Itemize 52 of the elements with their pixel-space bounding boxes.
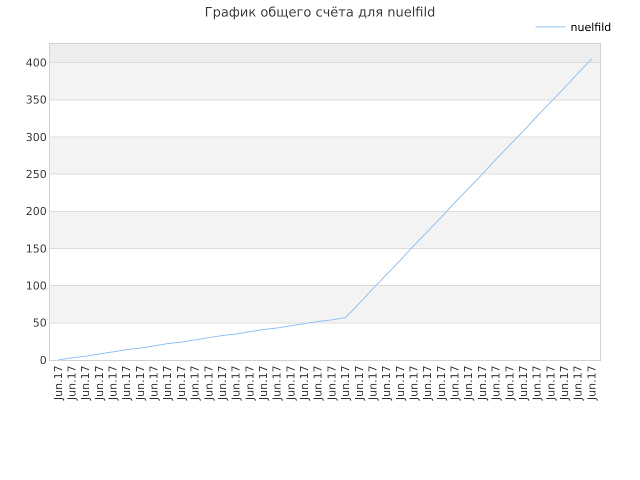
x-tick-label: Jun.17 — [161, 365, 174, 402]
x-tick-label: Jun.17 — [352, 365, 366, 402]
x-tick-label: Jun.17 — [65, 365, 78, 402]
y-tick-label: 350 — [26, 94, 47, 107]
x-tick-label: Jun.17 — [503, 365, 516, 402]
x-tick-label: Jun.17 — [106, 365, 120, 402]
x-tick-label: Jun.17 — [585, 365, 598, 402]
x-tick-label: Jun.17 — [202, 365, 216, 402]
x-tick-label: Jun.17 — [188, 365, 202, 402]
x-tick-label: Jun.17 — [257, 365, 270, 402]
y-tick-label: 150 — [26, 242, 47, 256]
x-tick-label: Jun.17 — [530, 365, 544, 402]
x-tick-label: Jun.17 — [120, 365, 134, 402]
x-tick-label: Jun.17 — [270, 365, 284, 402]
y-tick-label: 50 — [32, 316, 47, 330]
x-tick-label: Jun.17 — [366, 365, 380, 402]
x-tick-label: Jun.17 — [572, 365, 585, 402]
x-tick-label: Jun.17 — [52, 365, 65, 402]
y-tick-label: 250 — [26, 168, 47, 181]
x-tick-label: Jun.17 — [544, 365, 558, 402]
x-tick-label: Jun.17 — [312, 365, 325, 402]
y-tick-label: 200 — [26, 205, 47, 218]
x-tick-label: Jun.17 — [325, 365, 338, 402]
x-tick-label: Jun.17 — [79, 365, 92, 402]
x-tick-label: Jun.17 — [298, 365, 312, 402]
x-tick-label: Jun.17 — [558, 365, 572, 402]
x-tick-label: Jun.17 — [380, 365, 394, 402]
legend-label: nuelfild — [570, 21, 612, 34]
x-tick-label: Jun.17 — [134, 365, 147, 402]
x-tick-label: Jun.17 — [408, 365, 421, 402]
y-tick-label: 300 — [26, 130, 47, 144]
x-tick-label: Jun.17 — [394, 365, 407, 402]
x-tick-label: Jun.17 — [284, 365, 298, 402]
x-tick-label: Jun.17 — [462, 365, 476, 402]
y-tick-label: 0 — [40, 354, 47, 367]
x-tick-label: Jun.17 — [448, 365, 462, 402]
line-series — [58, 58, 592, 360]
x-tick-label: Jun.17 — [230, 365, 243, 402]
x-tick-label: Jun.17 — [174, 365, 188, 402]
x-tick-label: Jun.17 — [490, 365, 503, 402]
x-tick-label: Jun.17 — [516, 365, 530, 402]
x-tick-label: Jun.17 — [243, 365, 256, 402]
x-tick-label: Jun.17 — [92, 365, 106, 402]
y-tick-label: 400 — [26, 56, 47, 70]
x-tick-label: Jun.17 — [476, 365, 489, 402]
x-tick-label: Jun.17 — [148, 365, 161, 402]
x-tick-label: Jun.17 — [421, 365, 434, 402]
chart-title: График общего счёта для nuelfild — [204, 5, 436, 20]
y-tick-label: 100 — [26, 280, 47, 292]
x-tick-label: Jun.17 — [216, 365, 229, 402]
x-tick-label: Jun.17 — [339, 365, 352, 402]
x-tick-label: Jun.17 — [434, 365, 448, 402]
